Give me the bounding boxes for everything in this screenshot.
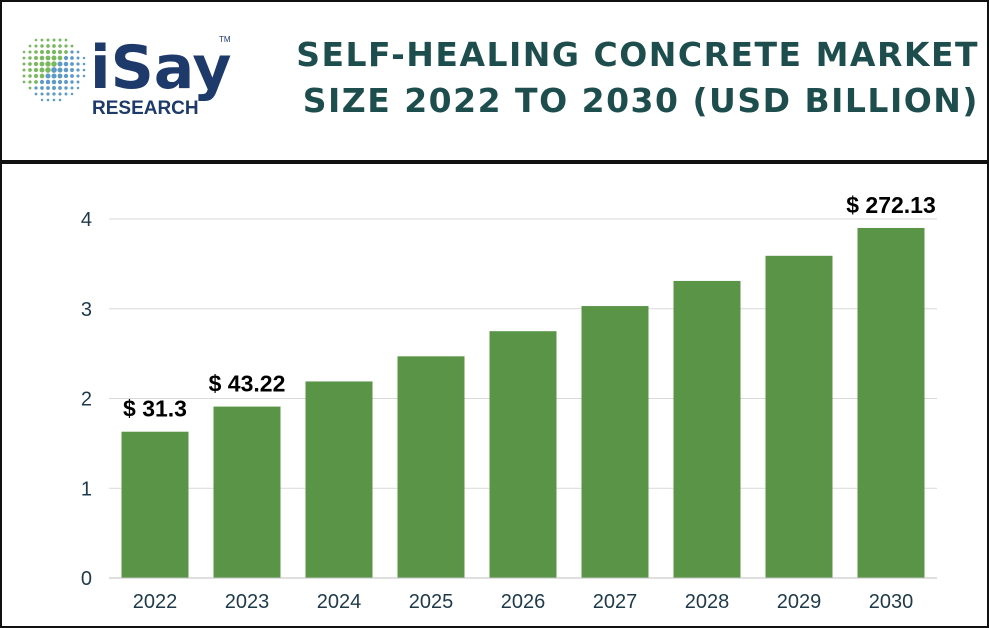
x-tick-label: 2028 (685, 591, 730, 613)
y-tick-label: 1 (81, 478, 92, 500)
bar-2030 (857, 227, 925, 578)
y-tick-label: 3 (81, 299, 92, 321)
x-tick-label: 2025 (409, 591, 454, 613)
dotted-globe-icon (22, 38, 86, 102)
bar-2023 (213, 406, 281, 578)
x-tick-label: 2029 (777, 591, 822, 613)
title-line-1: SELF-HEALING CONCRETE MARKET (296, 35, 979, 74)
chart-canvas: 0 1 2 3 4 2022 $ 31.3 2023 $ 43.22 2024 2025 2026 20… (81, 192, 937, 613)
header: iSay TM RESEARCH SELF-HEALING CONCRETE M… (2, 2, 987, 164)
bar-2028 (673, 280, 741, 578)
bar-2027 (581, 306, 649, 578)
page-title: SELF-HEALING CONCRETE MARKET SIZE 2022 T… (264, 32, 979, 124)
y-tick-label: 0 (81, 568, 92, 590)
bar-2029 (765, 255, 833, 579)
bar-2026 (489, 331, 557, 578)
y-tick-label: 2 (81, 389, 92, 411)
x-tick-label: 2024 (317, 591, 362, 613)
bar-2022 (121, 431, 189, 578)
data-label-2030: $ 272.13 (846, 192, 936, 218)
bar-2024 (305, 381, 373, 578)
x-tick-label: 2027 (593, 591, 638, 613)
logo-subtitle: RESEARCH (92, 98, 199, 119)
bar-chart: 0 1 2 3 4 2022 $ 31.3 2023 $ 43.22 2024 2025 2026 20… (2, 164, 987, 626)
title-line-2: SIZE 2022 TO 2030 (USD BILLION) (302, 81, 979, 120)
logo-trademark: TM (219, 35, 231, 44)
logo-brand: iSay (90, 33, 232, 103)
data-label-2022: $ 31.3 (123, 396, 187, 422)
x-tick-label: 2026 (501, 591, 546, 613)
bar-2025 (397, 356, 465, 578)
y-tick-label: 4 (81, 209, 92, 231)
x-tick-label: 2023 (225, 591, 270, 613)
data-label-2023: $ 43.22 (209, 371, 286, 397)
logo: iSay TM RESEARCH (22, 33, 232, 119)
x-tick-label: 2030 (869, 591, 914, 613)
x-tick-label: 2022 (133, 591, 178, 613)
